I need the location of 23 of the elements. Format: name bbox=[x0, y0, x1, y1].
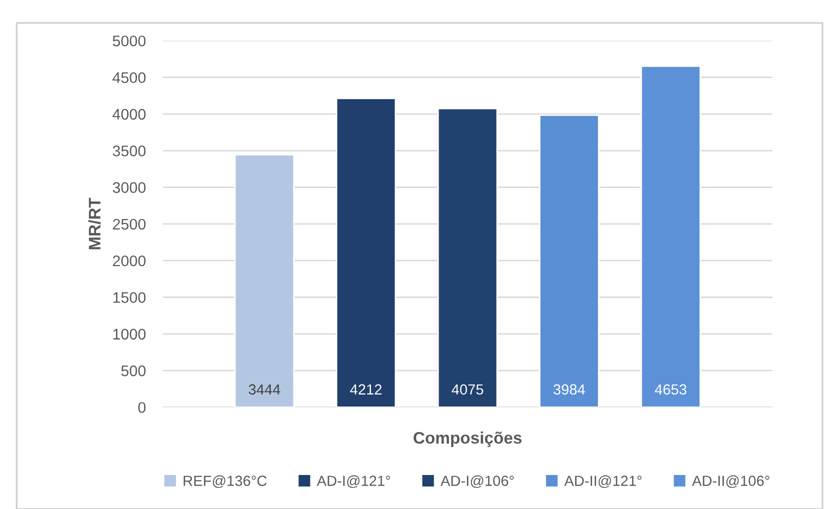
y-tick-label: 4000 bbox=[112, 108, 146, 120]
x-axis-title: Composições bbox=[414, 432, 522, 448]
y-tick-label: 4500 bbox=[112, 72, 146, 84]
y-tick-label: 2500 bbox=[112, 218, 146, 230]
y-tick-label: 1500 bbox=[113, 292, 146, 303]
y-tick-label: 5000 bbox=[112, 36, 146, 46]
y-tick-label: 3000 bbox=[112, 182, 146, 193]
data-label: 4212 bbox=[350, 384, 382, 394]
y-tick-label: 1000 bbox=[113, 328, 146, 340]
data-label: 3984 bbox=[554, 384, 585, 395]
y-tick-label: 0 bbox=[138, 402, 146, 413]
data-label: 4075 bbox=[452, 384, 484, 395]
legend-label: AD-I@106° bbox=[440, 475, 514, 488]
y-tick-label: 2000 bbox=[112, 255, 146, 266]
y-tick-label: 500 bbox=[121, 365, 146, 376]
data-label: 4653 bbox=[654, 384, 686, 395]
legend-label: AD-I@121° bbox=[316, 475, 390, 488]
y-tick-label: 3500 bbox=[112, 146, 146, 156]
legend-label: REF@136°C bbox=[184, 475, 267, 488]
data-label: 3444 bbox=[248, 384, 280, 395]
legend-label: AD-II@106° bbox=[692, 475, 770, 488]
y-axis-title: MR/RT bbox=[88, 198, 101, 250]
legend-label: AD-II@121° bbox=[564, 475, 642, 488]
